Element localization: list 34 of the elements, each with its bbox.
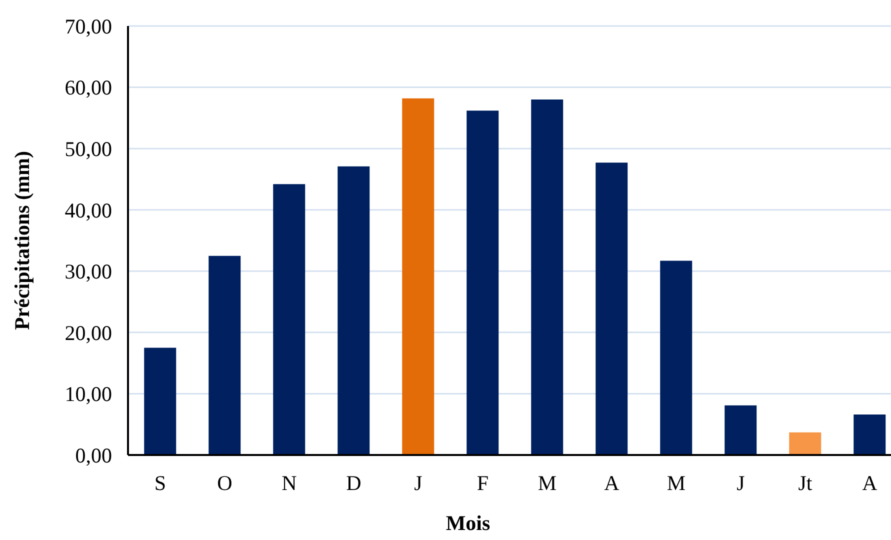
- bar: [402, 98, 434, 455]
- bar: [338, 166, 370, 455]
- bar: [660, 260, 692, 455]
- x-tick-label: Jt: [798, 470, 812, 495]
- x-tick-label: A: [862, 470, 878, 495]
- x-tick-label: S: [154, 470, 166, 495]
- x-tick-label: J: [736, 470, 745, 495]
- x-tick-label: D: [346, 470, 362, 495]
- y-tick-label: 60,00: [64, 76, 112, 100]
- x-tick-label: J: [414, 470, 422, 495]
- x-tick-label: M: [666, 470, 686, 495]
- bar: [596, 162, 628, 455]
- bar: [208, 256, 241, 455]
- x-tick-label: N: [282, 470, 297, 495]
- y-tick-label: 50,00: [64, 137, 112, 162]
- bar: [789, 432, 822, 455]
- x-axis-title: Mois: [446, 511, 490, 535]
- x-tick-label: M: [538, 470, 557, 495]
- y-tick-label: 70,00: [64, 14, 112, 38]
- x-tick-label: A: [604, 470, 620, 495]
- bar: [144, 348, 176, 455]
- x-tick-label: F: [476, 470, 489, 495]
- bar: [273, 184, 306, 455]
- bar: [724, 405, 757, 455]
- y-tick-label: 10,00: [64, 382, 112, 406]
- y-tick-label: 40,00: [64, 198, 112, 222]
- bar: [466, 110, 499, 455]
- x-tick-label: O: [217, 470, 232, 495]
- bar: [531, 100, 564, 455]
- y-tick-label: 30,00: [64, 260, 112, 284]
- y-tick-label: 20,00: [64, 320, 112, 345]
- bar: [854, 414, 886, 455]
- y-axis-title: Précipitations (mm): [10, 150, 34, 330]
- y-tick-label: 0,00: [75, 443, 112, 468]
